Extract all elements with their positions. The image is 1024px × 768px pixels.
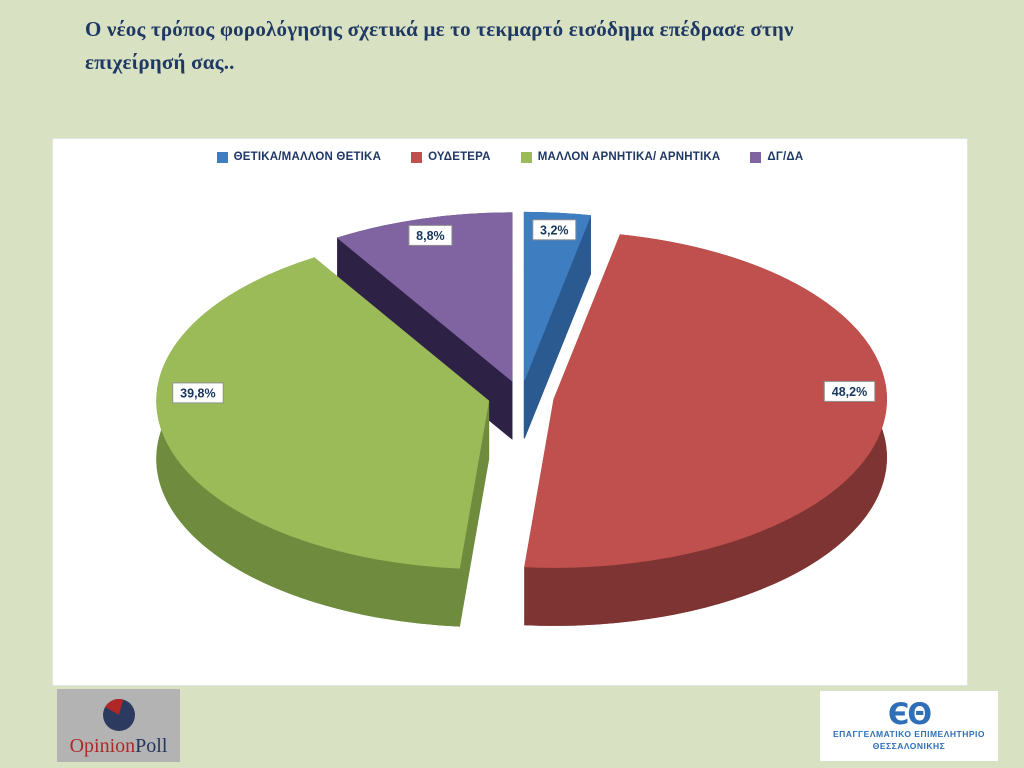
pie-slice-1 [524, 234, 887, 626]
pie-slice-0 [523, 211, 592, 439]
legend-swatch-icon [411, 151, 423, 163]
eeth-monogram-icon: ЄΘ [888, 697, 932, 732]
legend-item-3: ΔΓ/ΔΑ [750, 151, 803, 163]
chart-question-title: Ο νέος τρόπος φορολόγησης σχετικά με το … [85, 17, 794, 75]
legend-label: ΟΥΔΕΤΕΡΑ [428, 151, 491, 163]
data-label-2: 39,8% [172, 382, 224, 404]
eeth-org-name-line2: ΘΕΣΣΑΛΟΝΙΚΗΣ [872, 740, 946, 751]
data-label-text: 3,2% [540, 223, 569, 237]
slice-top [156, 257, 490, 569]
eeth-org-name-line1: ΕΠΑΓΓΕΛΜΑΤΙΚΟ ΕΠΙΜΕΛΗΤΗΡΙΟ [833, 729, 985, 740]
data-label-3: 8,8% [408, 224, 453, 246]
legend-swatch-icon [520, 151, 532, 163]
data-label-box [408, 224, 453, 246]
chart-legend: ΘΕΤΙΚΑ/ΜΑΛΛΟΝ ΘΕΤΙΚΑ ΟΥΔΕΤΕΡΑ ΜΑΛΛΟΝ ΑΡΝΗΤ… [53, 151, 967, 163]
data-label-1: 48,2% [823, 380, 876, 402]
legend-swatch-icon [216, 151, 228, 163]
opinion-poll-wordmark-opinion: Opinion [69, 734, 136, 757]
slice-top [336, 212, 513, 382]
legend-swatch-icon [750, 151, 762, 163]
data-label-text: 8,8% [416, 229, 445, 243]
slice-top [523, 211, 592, 381]
legend-label: ΔΓ/ΔΑ [767, 151, 804, 163]
opinion-poll-logo: OpinionPoll [57, 689, 180, 762]
data-label-box [532, 219, 577, 241]
opinion-poll-wordmark-poll: Poll [135, 734, 168, 757]
legend-item-0: ΘΕΤΙΚΑ/ΜΑΛΛΟΝ ΘΕΤΙΚΑ [216, 151, 382, 163]
legend-item-1: ΟΥΔΕΤΕΡΑ [411, 151, 491, 163]
data-label-text: 39,8% [180, 386, 215, 400]
opinion-poll-wordmark: OpinionPoll [70, 736, 168, 756]
slice-top [524, 234, 887, 568]
pie-slice-2 [156, 257, 490, 627]
data-label-text: 48,2% [832, 385, 867, 399]
legend-label: ΘΕΤΙΚΑ/ΜΑΛΛΟΝ ΘΕΤΙΚΑ [233, 151, 382, 163]
legend-item-2: ΜΑΛΛΟΝ ΑΡΝΗΤΙΚΑ/ ΑΡΝΗΤΙΚΑ [520, 151, 721, 163]
eeth-logo: ЄΘ ΕΠΑΓΓΕΛΜΑΤΙΚΟ ΕΠΙΜΕΛΗΤΗΡΙΟ ΘΕΣΣΑΛΟΝΙΚ… [820, 691, 998, 761]
pie-chart: 3,2% 48,2% 39,8% 8,8% [156, 211, 887, 627]
data-label-0: 3,2% [532, 219, 577, 241]
chart-panel: ΘΕΤΙΚΑ/ΜΑΛΛΟΝ ΘΕΤΙΚΑ ΟΥΔΕΤΕΡΑ ΜΑΛΛΟΝ ΑΡΝΗΤ… [52, 138, 968, 686]
legend-label: ΜΑΛΛΟΝ ΑΡΝΗΤΙΚΑ/ ΑΡΝΗΤΙΚΑ [537, 151, 721, 163]
data-label-box [172, 382, 224, 404]
data-label-box [823, 380, 876, 402]
opinion-poll-pie-icon [102, 698, 135, 731]
